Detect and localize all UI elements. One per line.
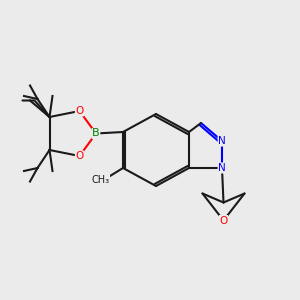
Text: B: B (92, 128, 100, 139)
Text: N: N (218, 136, 226, 146)
Text: O: O (75, 106, 84, 116)
Text: N: N (218, 163, 226, 173)
Text: O: O (219, 215, 228, 226)
Text: CH₃: CH₃ (92, 175, 110, 185)
Text: O: O (75, 151, 84, 161)
